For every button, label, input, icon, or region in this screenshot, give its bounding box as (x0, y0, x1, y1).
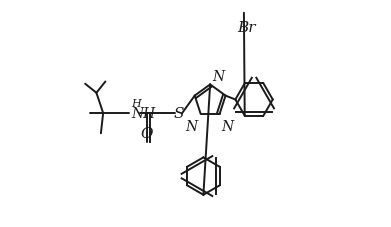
Text: H: H (131, 99, 141, 109)
Text: NH: NH (131, 107, 155, 121)
Text: N: N (186, 120, 198, 134)
Text: Br: Br (237, 20, 255, 34)
Text: N: N (221, 120, 233, 134)
Text: O: O (141, 126, 153, 141)
Text: S: S (173, 106, 184, 121)
Text: N: N (212, 69, 224, 83)
